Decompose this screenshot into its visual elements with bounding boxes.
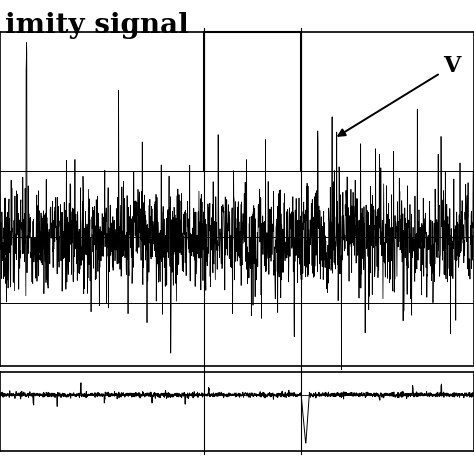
Text: V: V	[338, 55, 461, 136]
Text: imity signal: imity signal	[5, 12, 189, 39]
